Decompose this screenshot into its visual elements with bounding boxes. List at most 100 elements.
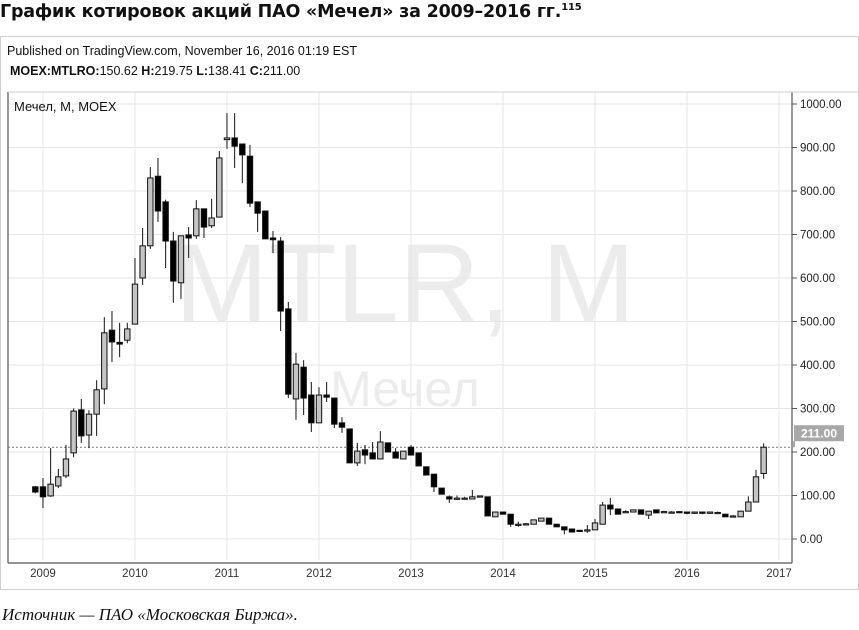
- candle-down: [32, 486, 39, 493]
- candle-down: [269, 237, 277, 241]
- candle-down: [683, 511, 691, 514]
- y-tick-label: 100.00: [800, 491, 835, 503]
- candle-down: [484, 496, 491, 517]
- candle-down: [108, 329, 116, 343]
- candle-up: [469, 496, 476, 500]
- candle-up: [315, 394, 323, 424]
- x-tick-label: 2015: [582, 568, 608, 580]
- candle-up: [668, 511, 675, 514]
- last-price-tag: [794, 425, 844, 442]
- candle-up: [538, 517, 545, 522]
- candle-down: [346, 428, 353, 464]
- candle-up: [124, 328, 131, 341]
- y-tick-label: 1000.00: [800, 99, 842, 111]
- candle-down: [285, 308, 292, 395]
- x-tick-label: 2012: [306, 568, 332, 580]
- watermark-name: Мечел: [330, 361, 480, 417]
- symbol-label: MOEX:MTLRO:: [10, 64, 100, 78]
- x-tick-label: 2016: [674, 568, 700, 580]
- candle-up: [691, 511, 698, 514]
- candle-up: [354, 450, 361, 464]
- candle-down: [300, 366, 307, 399]
- candle-up: [93, 389, 100, 415]
- candle-down: [200, 208, 208, 228]
- candle-down: [676, 511, 683, 514]
- candle-down: [392, 451, 399, 459]
- candle-down: [323, 394, 330, 398]
- candle-down: [361, 449, 369, 456]
- candle-up: [101, 332, 108, 390]
- y-tick-label: 900.00: [800, 143, 835, 155]
- candle-up: [476, 495, 484, 498]
- candle-up: [216, 157, 223, 218]
- candle-down: [699, 511, 706, 514]
- candle-up: [660, 511, 668, 514]
- x-tick-label: 2014: [490, 568, 516, 580]
- candle-down: [231, 137, 238, 147]
- candle-up: [515, 523, 522, 526]
- candle-up: [714, 511, 721, 515]
- high-label: H:: [141, 64, 155, 78]
- low-label: L:: [196, 64, 209, 78]
- candle-down: [384, 442, 392, 453]
- low-value: 138.41: [208, 64, 247, 78]
- candle-down: [170, 240, 177, 282]
- candle-up: [139, 245, 146, 279]
- published-note: Published on TradingView.com, November 1…: [7, 44, 357, 58]
- candle-down: [78, 409, 85, 437]
- close-value: 211.00: [262, 64, 301, 78]
- candle-down: [185, 234, 192, 239]
- ohlc-header: MOEX:MTLRO:150.62 H:219.75 L:138.41 C:21…: [10, 64, 300, 78]
- candle-up: [208, 217, 215, 227]
- candle-down: [446, 496, 453, 500]
- candle-up: [530, 519, 537, 525]
- candle-up: [492, 511, 499, 518]
- chart-legend: Мечел, M, MOEX: [14, 99, 117, 114]
- candle-down: [254, 201, 261, 214]
- candle-down: [430, 473, 438, 488]
- candle-down: [553, 523, 560, 528]
- x-tick-label: 2010: [122, 568, 148, 580]
- candle-down: [576, 529, 583, 532]
- candle-up: [292, 363, 300, 400]
- candle-down: [277, 240, 284, 312]
- candle-up: [622, 511, 629, 514]
- candle-down: [423, 466, 430, 476]
- candle-up: [522, 523, 530, 526]
- candle-up: [400, 450, 407, 460]
- candle-down: [308, 394, 315, 424]
- candle-up: [131, 283, 139, 325]
- candle-down: [499, 511, 507, 515]
- candle-up: [630, 509, 637, 513]
- candle-down: [438, 487, 445, 495]
- candle-down: [407, 446, 415, 456]
- candle-up: [752, 476, 760, 503]
- candle-up: [193, 208, 200, 237]
- y-tick-label: 800.00: [800, 186, 835, 198]
- high-value: 219.75: [154, 64, 193, 78]
- candle-up: [591, 522, 599, 531]
- candle-up: [461, 497, 468, 500]
- candle-up: [706, 511, 714, 514]
- candle-down: [415, 452, 422, 467]
- watermark-symbol: MTLR, M: [175, 221, 635, 346]
- candle-up: [745, 501, 752, 512]
- candle-down: [39, 486, 47, 498]
- candle-down: [154, 175, 162, 212]
- candle-up: [599, 504, 606, 525]
- x-tick-label: 2011: [215, 568, 240, 580]
- candle-up: [453, 497, 461, 500]
- candle-up: [85, 413, 93, 436]
- candle-up: [377, 441, 384, 460]
- candle-up: [47, 483, 54, 497]
- x-tick-label: 2009: [30, 568, 56, 580]
- y-tick-label: 0.00: [800, 534, 822, 546]
- candle-down: [262, 210, 269, 240]
- candle-up: [147, 177, 154, 247]
- candle-down: [116, 341, 123, 345]
- last-price-label: 211.00: [801, 427, 837, 441]
- y-tick-label: 200.00: [800, 447, 835, 459]
- candle-down: [653, 509, 660, 514]
- candle-down: [637, 509, 645, 515]
